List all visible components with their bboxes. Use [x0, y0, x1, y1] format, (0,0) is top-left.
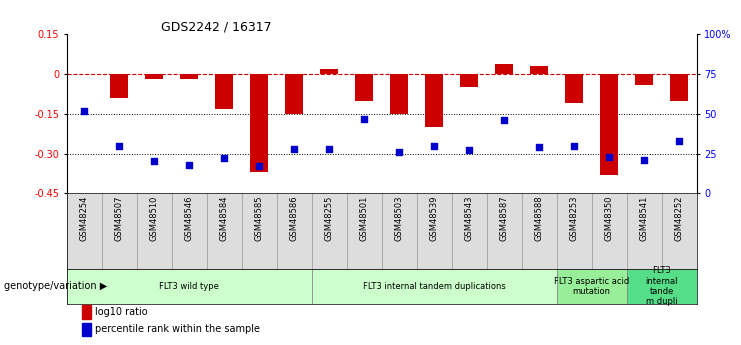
Bar [627, 269, 697, 304]
Text: GSM48539: GSM48539 [430, 196, 439, 241]
Bar [312, 269, 556, 304]
Bar [531, 66, 548, 74]
Text: GSM48252: GSM48252 [674, 196, 683, 241]
Bar [635, 74, 653, 85]
Point [183, 162, 195, 167]
Bar [216, 74, 233, 109]
Text: FLT3 aspartic acid
mutation: FLT3 aspartic acid mutation [554, 277, 629, 296]
Bar [600, 74, 618, 175]
Point [534, 145, 545, 150]
Point [463, 148, 475, 153]
Text: GSM48546: GSM48546 [185, 196, 193, 241]
Text: percentile rank within the sample: percentile rank within the sample [95, 325, 260, 334]
Text: GSM48350: GSM48350 [605, 196, 614, 241]
Text: GSM48501: GSM48501 [359, 196, 368, 241]
Bar [671, 74, 688, 101]
Point [288, 146, 300, 151]
Text: FLT3
internal
tande
m dupli: FLT3 internal tande m dupli [645, 266, 678, 306]
Text: FLT3 wild type: FLT3 wild type [159, 282, 219, 291]
Text: GSM48255: GSM48255 [325, 196, 333, 241]
Bar [356, 74, 373, 101]
Bar [285, 74, 303, 114]
Bar [565, 74, 583, 103]
Point [113, 143, 125, 148]
Point [498, 117, 510, 123]
Text: GSM48254: GSM48254 [80, 196, 89, 241]
Point [148, 159, 160, 164]
Bar [180, 74, 198, 79]
Bar [460, 74, 478, 87]
Bar [495, 63, 513, 74]
Text: GSM48584: GSM48584 [219, 196, 229, 241]
Bar [145, 74, 163, 79]
Text: log10 ratio: log10 ratio [95, 307, 147, 317]
Point [638, 157, 650, 162]
Text: GSM48503: GSM48503 [395, 196, 404, 241]
Point [358, 116, 370, 121]
Point [323, 146, 335, 151]
Text: FLT3 internal tandem duplications: FLT3 internal tandem duplications [363, 282, 505, 291]
Point [673, 138, 685, 144]
Point [219, 156, 230, 161]
Point [79, 108, 90, 114]
Text: genotype/variation ▶: genotype/variation ▶ [4, 282, 107, 291]
Point [393, 149, 405, 155]
Text: GSM48586: GSM48586 [290, 196, 299, 241]
Point [253, 164, 265, 169]
Bar [556, 269, 627, 304]
Bar [391, 74, 408, 114]
Text: GDS2242 / 16317: GDS2242 / 16317 [162, 20, 272, 33]
Bar [320, 69, 338, 74]
Text: GSM48541: GSM48541 [639, 196, 648, 241]
Text: GSM48543: GSM48543 [465, 196, 473, 241]
Text: GSM48585: GSM48585 [255, 196, 264, 241]
Bar [425, 74, 443, 127]
Text: GSM48510: GSM48510 [150, 196, 159, 241]
Text: GSM48588: GSM48588 [534, 196, 544, 241]
Bar [67, 269, 312, 304]
Point [428, 143, 440, 148]
Text: GSM48253: GSM48253 [570, 196, 579, 241]
Text: GSM48587: GSM48587 [499, 196, 508, 241]
Text: GSM48507: GSM48507 [115, 196, 124, 241]
Bar [110, 74, 128, 98]
Point [568, 143, 580, 148]
Point [603, 154, 615, 159]
Bar [250, 74, 268, 172]
